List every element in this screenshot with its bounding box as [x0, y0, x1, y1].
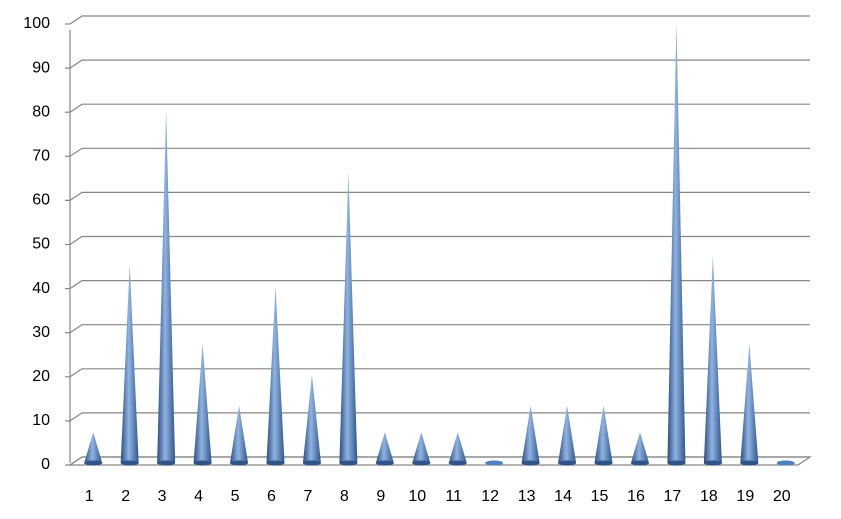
cone-base: [630, 460, 649, 466]
cone: [84, 432, 103, 463]
grid-line: [69, 280, 810, 290]
grid-line: [69, 368, 810, 378]
x-tick-label: 6: [267, 488, 276, 505]
cone-base: [521, 460, 540, 466]
cone: [448, 432, 467, 463]
x-tick-label: 20: [773, 488, 791, 505]
cone: [703, 255, 722, 463]
grid-line: [69, 191, 810, 201]
cone: [157, 110, 176, 463]
cone-base: [375, 460, 394, 466]
y-tick-label: 20: [32, 368, 50, 385]
x-tick-label: 16: [627, 488, 645, 505]
y-tick-label: 90: [32, 59, 50, 76]
x-tick-label: 17: [664, 488, 682, 505]
y-tick-label: 10: [32, 412, 50, 429]
y-tick-label: 30: [32, 324, 50, 341]
cone: [120, 264, 139, 463]
x-tick-label: 5: [231, 488, 240, 505]
y-tick-label: 100: [23, 15, 50, 32]
cone-base: [339, 460, 358, 466]
grid-line: [69, 235, 810, 245]
x-tick-label: 9: [376, 488, 385, 505]
grid-line: [69, 59, 810, 69]
cone-base: [120, 460, 139, 466]
cone-base: [448, 460, 467, 466]
x-tick-label: 10: [408, 488, 426, 505]
cone: [740, 343, 759, 463]
cone: [339, 171, 358, 463]
cone: [193, 343, 212, 463]
cone-base: [594, 460, 613, 466]
cone-base: [558, 460, 577, 466]
cone-base: [230, 460, 249, 466]
x-tick-label: 19: [736, 488, 754, 505]
y-tick-label: 70: [32, 148, 50, 165]
x-tick-label: 18: [700, 488, 718, 505]
x-tick-label: 4: [194, 488, 203, 505]
cone: [266, 286, 285, 463]
cone-base: [776, 460, 795, 466]
cone: [558, 405, 577, 463]
cone: [521, 405, 540, 463]
cone-base: [193, 460, 212, 466]
x-tick-label: 7: [303, 488, 312, 505]
x-tick-label: 1: [85, 488, 94, 505]
x-tick-label: 3: [158, 488, 167, 505]
x-tick-label: 14: [554, 488, 572, 505]
cone: [594, 405, 613, 463]
floor: [68, 456, 812, 466]
cone: [667, 22, 686, 463]
grid-line: [69, 324, 810, 334]
cone-base: [412, 460, 431, 466]
cone-base: [302, 460, 321, 466]
grid-line: [69, 147, 810, 157]
x-tick-label: 13: [518, 488, 536, 505]
cone: [375, 432, 394, 463]
cone-base: [703, 460, 722, 466]
y-tick-label: 80: [32, 103, 50, 120]
y-tick-label: 60: [32, 192, 50, 209]
cone-base: [157, 460, 176, 466]
cone-base: [740, 460, 759, 466]
grid-line: [69, 103, 810, 113]
cone: [230, 405, 249, 463]
cone-base: [266, 460, 285, 466]
grid-line: [69, 15, 810, 25]
x-tick-label: 8: [340, 488, 349, 505]
x-tick-label: 12: [481, 488, 499, 505]
y-tick-label: 50: [32, 236, 50, 253]
cone-base: [667, 460, 686, 466]
cone-base: [485, 460, 504, 466]
x-tick-label: 11: [445, 488, 462, 505]
y-tick-label: 0: [41, 456, 50, 473]
x-tick-label: 2: [121, 488, 130, 505]
cone: [630, 432, 649, 463]
y-tick-label: 40: [32, 280, 50, 297]
grid-line: [69, 456, 810, 466]
x-tick-label: 15: [591, 488, 609, 505]
grid-line: [69, 412, 810, 422]
cone: [412, 432, 431, 463]
cone: [302, 374, 321, 463]
cone-base: [84, 460, 103, 466]
